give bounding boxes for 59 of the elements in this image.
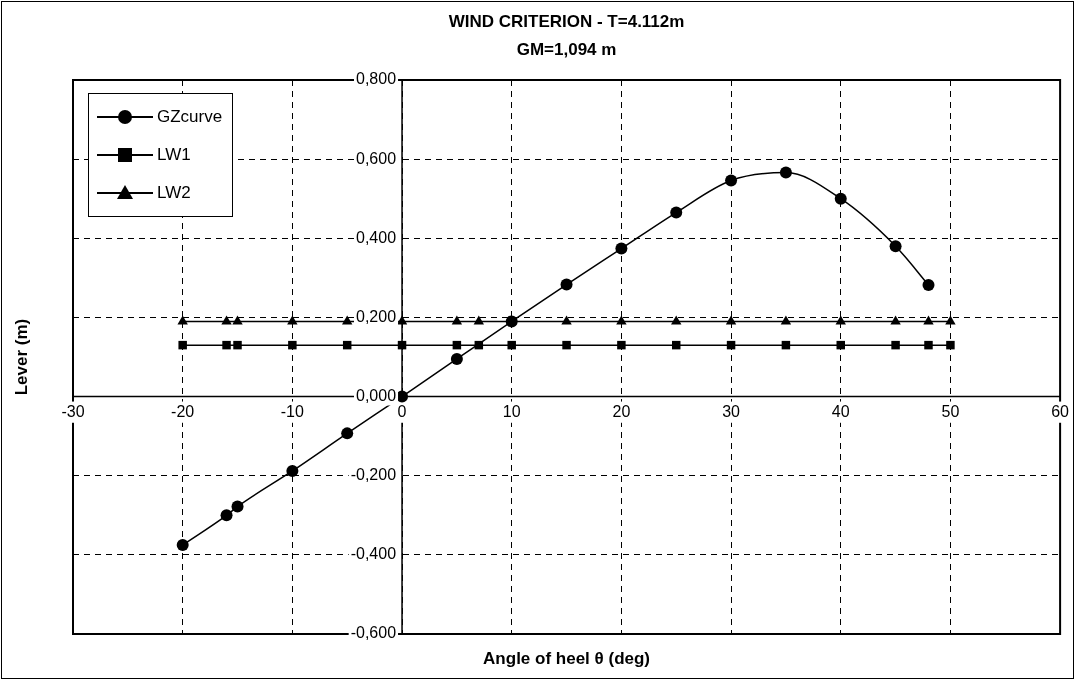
point <box>176 538 189 551</box>
point <box>222 340 231 350</box>
point <box>232 315 243 325</box>
x-tick-label: 30 <box>722 402 741 420</box>
point <box>561 315 572 325</box>
point <box>891 340 900 350</box>
x-tick-label: 60 <box>1051 402 1070 420</box>
chart-title: WIND CRITERION - T=4.112m <box>448 11 685 31</box>
y-tick-label: -0,200 <box>350 466 397 484</box>
point <box>220 509 233 522</box>
chart-subtitle: GM=1,094 m <box>516 39 617 59</box>
point <box>923 315 934 325</box>
point <box>342 315 353 325</box>
point <box>946 340 955 350</box>
y-tick-label: -0,400 <box>350 545 397 563</box>
x-axis-title: Angle of heel θ (deg) <box>483 648 651 668</box>
point <box>341 427 354 440</box>
point <box>288 340 297 350</box>
y-tick-label: 0,800 <box>355 70 397 88</box>
y-axis-title: Lever (m) <box>11 318 31 396</box>
x-tick-label: -30 <box>61 402 85 420</box>
point <box>617 340 626 350</box>
x-tick-label: 50 <box>941 402 960 420</box>
point <box>507 340 516 350</box>
point <box>725 315 737 325</box>
x-tick-label: 20 <box>612 402 631 420</box>
y-tick-label: -0,600 <box>350 624 397 642</box>
legend-label: GZcurve <box>157 107 223 127</box>
point <box>922 278 935 291</box>
point <box>450 352 463 365</box>
point <box>178 340 187 350</box>
y-tick-label: 0,600 <box>355 149 397 167</box>
point <box>945 315 956 325</box>
x-tick-label: 40 <box>831 402 850 420</box>
legend-label: LW1 <box>157 145 191 165</box>
point <box>889 240 902 253</box>
x-tick-label: 0 <box>397 402 407 420</box>
point <box>834 192 847 205</box>
point <box>451 315 463 325</box>
point <box>231 500 244 513</box>
y-tick-label: 0,400 <box>355 228 397 246</box>
point <box>233 340 242 350</box>
x-tick-label: -10 <box>280 402 305 420</box>
x-tick-label: -20 <box>171 402 195 420</box>
point <box>670 206 683 219</box>
point <box>725 174 738 187</box>
point <box>890 315 901 325</box>
point <box>779 166 792 179</box>
point <box>924 340 933 350</box>
point <box>562 340 571 350</box>
y-tick-label: 0,200 <box>355 307 397 325</box>
point <box>560 278 573 291</box>
x-tick-label: 10 <box>502 402 521 420</box>
point <box>615 242 628 255</box>
point <box>780 315 792 325</box>
legend-label: LW2 <box>157 183 191 203</box>
point <box>221 315 232 325</box>
point <box>286 464 299 477</box>
y-tick-label: 0,000 <box>355 386 397 404</box>
